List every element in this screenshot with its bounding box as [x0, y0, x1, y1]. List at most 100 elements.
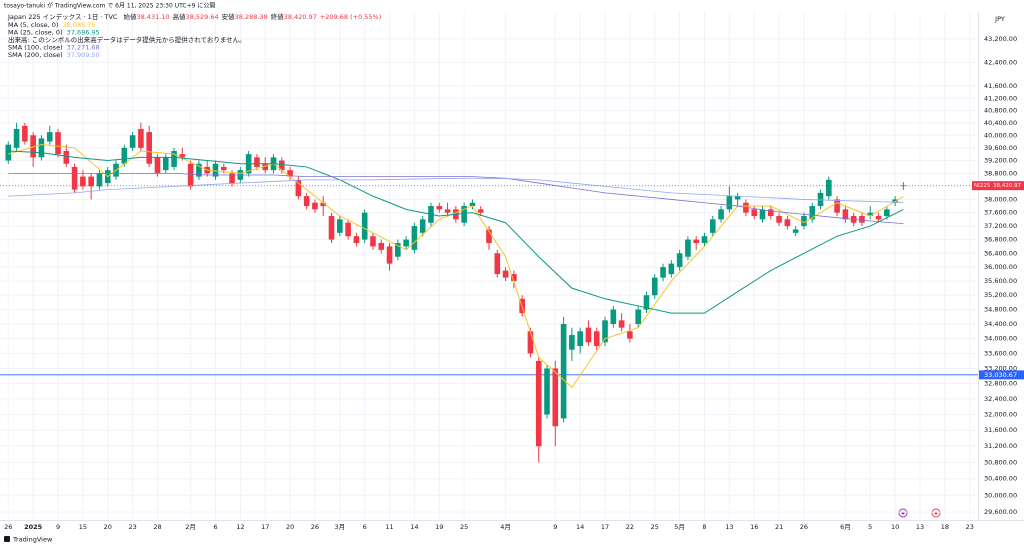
candle-body: [254, 157, 260, 167]
candle-body: [436, 206, 443, 210]
candle-body: [577, 331, 583, 347]
y-tick-label: 32,400.00: [984, 395, 1017, 403]
candle-body: [38, 138, 45, 158]
candle-body: [676, 253, 683, 268]
x-tick-label: 2月: [185, 523, 196, 531]
x-tick-label: 25: [651, 523, 659, 531]
candle-body: [759, 209, 766, 220]
legend-item: MA (25, close, 0) 37,696.95: [8, 29, 100, 37]
ohlc-label: 始値: [123, 12, 137, 21]
candle-body: [618, 320, 625, 328]
x-tick-label: 16: [750, 523, 758, 531]
candle-body: [229, 173, 235, 184]
candle-body: [419, 219, 426, 233]
candle-body: [593, 331, 600, 347]
ohlc-value: 38,431.10: [136, 13, 169, 21]
y-tick-label: 36,000.00: [984, 263, 1017, 271]
footer: TradingView: [12, 536, 53, 544]
candle-body: [859, 216, 865, 223]
event-icon[interactable]: [931, 508, 941, 518]
ohlc-label: 高値: [173, 12, 187, 21]
candle-body: [792, 229, 799, 233]
event-icon[interactable]: [898, 508, 908, 518]
candle-body: [295, 179, 302, 197]
y-tick-label: 34,800.00: [984, 306, 1017, 314]
y-tick-label: 30,000.00: [984, 491, 1017, 499]
indicator-line: [8, 144, 904, 389]
candle-body: [734, 196, 741, 200]
candle-body: [685, 239, 691, 257]
candle-body: [162, 157, 169, 171]
candle-body: [701, 236, 708, 244]
x-tick-label: 13: [916, 523, 924, 531]
volume-note: 出来高: このシンボルの出来高データはデータ提供元から提供されておりません。: [8, 35, 246, 44]
ohlc-value: 38,420.97: [284, 13, 317, 21]
candle-body: [560, 323, 567, 419]
x-tick-label: 22: [626, 523, 634, 531]
candle-body: [602, 320, 608, 343]
candle-body: [535, 360, 542, 447]
y-tick-label: 36,400.00: [984, 249, 1017, 257]
y-tick-label: 41,600.00: [984, 82, 1017, 90]
candle-body: [403, 239, 409, 247]
legend-item: MA (5, close, 0) 38,085.75: [8, 21, 96, 29]
candle-body: [643, 295, 650, 310]
y-tick-label: 35,200.00: [984, 291, 1017, 299]
candle-body: [345, 222, 351, 237]
candle-body: [171, 150, 177, 167]
last-price-label: 38,420.97: [993, 183, 1021, 189]
y-tick-label: 43,200.00: [984, 35, 1017, 43]
publish-header: tosayo-tanuki が TradingView.com で 6月 11,…: [4, 2, 215, 10]
candle-body: [146, 132, 152, 164]
x-tick-label: 20: [286, 523, 294, 531]
y-tick-label: 30,800.00: [984, 458, 1017, 466]
candle-body: [13, 129, 20, 148]
ohlc-value: 38,529.64: [186, 13, 219, 21]
candle-body: [511, 274, 517, 282]
y-tick-label: 40,800.00: [984, 106, 1017, 114]
axes: 43,200.00 42,400.00 41,600.00 41,200.00 40,8…: [4, 35, 1024, 531]
candle-body: [303, 196, 310, 207]
x-tick-label: 26: [4, 523, 12, 531]
candle-body: [320, 202, 327, 207]
plot: [0, 122, 978, 463]
x-tick-label: 6: [213, 523, 217, 531]
ohlc-label: 安値: [222, 12, 236, 21]
candle-body: [80, 176, 86, 187]
candle-body: [469, 202, 476, 207]
y-tick-label: 38,800.00: [984, 169, 1017, 177]
x-tick-label: 9: [553, 523, 557, 531]
y-tick-label: 40,400.00: [984, 119, 1017, 127]
candle-body: [30, 135, 36, 158]
candle-body: [767, 209, 774, 217]
candle-body: [651, 277, 658, 296]
x-tick-label: 17: [601, 523, 609, 531]
candle-body: [668, 263, 675, 275]
candle-body: [63, 150, 70, 164]
candle-body: [88, 176, 94, 187]
x-tick-label: 17: [261, 523, 269, 531]
candle-body: [411, 226, 418, 250]
candle-body: [834, 199, 840, 213]
horizontal-line-label-bg: [979, 370, 1024, 380]
candle-body: [867, 212, 874, 217]
x-tick-label: 18: [941, 523, 949, 531]
x-tick-label: 14: [576, 523, 584, 531]
y-tick-label: 32,800.00: [984, 380, 1017, 388]
legend-item: SMA (100, close) 37,271.68: [8, 44, 100, 52]
candle-body: [842, 209, 849, 220]
x-tick-label: 21: [775, 523, 783, 531]
legend-symbol-row: Japan 225 インデックス · 1日 · TVC 始値38,431.10 高値…: [7, 12, 381, 21]
candle-body: [179, 154, 186, 158]
candle-body: [5, 144, 12, 161]
candle-body: [22, 125, 28, 142]
x-tick-label: 15: [79, 523, 87, 531]
x-tick-label: 25: [460, 523, 468, 531]
candle-body: [361, 212, 368, 240]
candle-body: [884, 209, 890, 217]
candle-body: [527, 331, 534, 354]
x-tick-label: 6月: [840, 523, 851, 531]
candle-body: [212, 163, 219, 177]
candle-body: [477, 209, 484, 213]
candle-body: [544, 368, 550, 415]
